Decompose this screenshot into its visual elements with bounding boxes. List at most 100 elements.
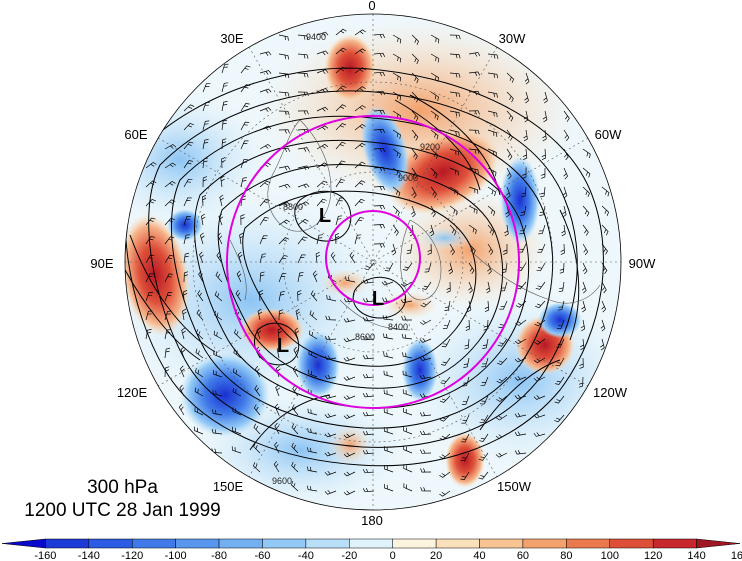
lon-label-0: 0 [368,0,375,13]
wind-barb [563,110,570,122]
wind-barb [291,423,299,435]
wind-barb [145,198,157,207]
wind-barb [164,329,171,340]
wind-barb [464,338,470,350]
wind-barb [463,357,470,368]
wind-barb [164,254,174,264]
lon-label-150e: 150E [213,479,244,494]
wind-barb [164,180,176,188]
wind-barb [297,183,310,189]
wind-barb [411,148,418,160]
wind-barb [382,315,394,321]
wind-barb [278,72,290,79]
wind-barb [373,128,386,134]
colorbar-swatch-12 [522,538,567,549]
wind-barb [468,129,480,135]
map-border [124,13,622,511]
wind-barb [297,34,309,40]
wind-barb [601,300,607,313]
wind-barb [392,72,402,82]
wind-barb [468,52,481,57]
wind-barb [235,289,242,302]
colorbar-tick-label: 140 [687,550,705,561]
wind-barb [533,413,546,419]
wind-barb [487,262,492,275]
wind-barb [324,374,337,380]
wind-barb [542,129,547,142]
wind-barb [306,485,318,492]
wind-barb [324,355,337,360]
wind-barb [179,384,185,397]
wind-barb [343,452,356,458]
wind-barb [253,442,261,454]
wind-barb [403,426,413,435]
wind-barb [533,357,546,364]
wind-barb [278,273,287,283]
wind-barb [343,395,356,400]
wind-barb [541,148,546,161]
wind-barb [420,468,432,473]
wind-barb [182,308,187,321]
wind-barb [308,330,318,340]
wind-barb [179,365,185,378]
wind-barb [430,205,436,218]
colorbar-tick-label: 60 [517,550,529,561]
contour-label-9600: 9600 [272,476,292,486]
wind-barb [297,165,310,171]
wind-barb [221,63,229,74]
wind-barb [533,395,546,400]
wind-barb [535,300,546,309]
wind-barb [468,167,479,174]
wind-barb [259,271,265,283]
wind-barb [558,281,565,293]
wind-barb [411,53,419,65]
wind-barb [373,52,386,58]
wind-barb [354,86,366,93]
wind-barb [278,219,290,226]
wind-barb [373,166,386,172]
wind-barb [240,214,245,226]
wind-barb [183,178,193,188]
wind-barb [291,404,299,416]
wind-barb [278,201,291,207]
wind-barb [343,317,356,323]
wind-barb [402,262,413,271]
colorbar-swatch-8 [349,538,393,549]
wind-barb [468,243,476,255]
wind-barb [297,53,309,59]
wind-barb [461,395,470,405]
wind-barb [383,446,394,454]
wind-barb [449,243,455,256]
wind-barb [495,452,508,458]
wind-barb [259,51,272,57]
wind-barb [419,411,432,417]
wind-barb [533,376,546,382]
inner-magenta-circle [325,210,421,306]
wind-barb [202,101,210,112]
wind-barb [202,176,208,188]
wind-barb [560,243,565,255]
wind-barb [183,215,191,226]
wind-barb [514,338,527,345]
wind-barb [430,53,440,63]
wind-barb [233,329,242,340]
wind-barb [487,91,498,98]
wind-barb [145,292,154,302]
lon-label-30e: 30E [220,31,243,46]
lon-label-120e: 120E [117,385,148,400]
colorbar-swatch-1 [45,538,90,549]
wind-barb [259,253,267,264]
wind-barb [253,404,261,416]
wind-barb [195,329,204,340]
wind-barb [506,110,514,122]
wind-barb [600,319,606,332]
wind-barb [563,129,570,142]
wind-barb [446,281,451,293]
wind-barb [522,148,528,161]
wind-barb [478,452,489,461]
wind-barb [212,409,223,416]
wind-barb [400,298,413,304]
wind-barb [384,464,394,473]
wind-barb [252,462,261,473]
colorbar-tick-label: -60 [255,550,271,561]
